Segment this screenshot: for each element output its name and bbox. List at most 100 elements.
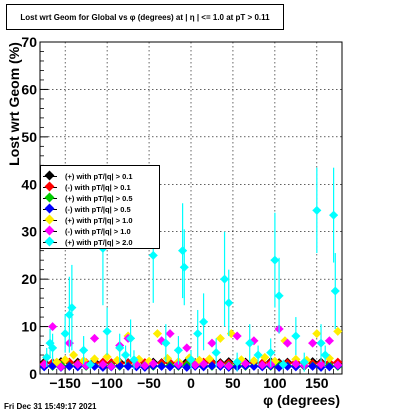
data-point — [60, 329, 70, 339]
data-point — [274, 291, 284, 301]
data-point — [312, 329, 322, 339]
series-group — [39, 322, 343, 372]
data-point — [312, 205, 322, 215]
data-point — [193, 329, 203, 339]
data-point — [42, 352, 52, 362]
data-point — [204, 354, 214, 364]
data-point — [190, 360, 200, 370]
data-point — [316, 360, 326, 370]
y-tick-label: 30 — [21, 224, 37, 240]
data-point — [73, 360, 83, 370]
legend-label: (+) with pT/|q| > 0.1 — [65, 171, 133, 181]
data-point — [199, 317, 209, 327]
x-tick-label: 100 — [263, 375, 287, 391]
data-point — [308, 338, 318, 348]
x-tick-label: 150 — [305, 375, 329, 391]
data-point — [48, 343, 58, 353]
data-point — [249, 361, 259, 371]
x-tick-label: 50 — [225, 375, 241, 391]
data-point — [161, 338, 171, 348]
x-tick-label: −50 — [137, 375, 161, 391]
data-point — [67, 303, 77, 313]
data-point — [291, 354, 301, 364]
data-point — [106, 361, 116, 371]
data-point — [215, 333, 225, 343]
data-point — [260, 352, 270, 362]
data-point — [316, 338, 326, 348]
data-point — [224, 298, 234, 308]
legend-marker — [41, 192, 59, 204]
data-point — [308, 361, 318, 371]
data-point — [329, 210, 339, 220]
data-point — [232, 357, 242, 367]
data-point — [333, 326, 343, 336]
data-point — [79, 345, 89, 355]
data-point — [64, 361, 74, 371]
data-point — [291, 359, 301, 369]
data-point — [173, 345, 183, 355]
data-point — [90, 354, 100, 364]
data-point — [115, 343, 125, 353]
data-point — [278, 360, 288, 370]
data-point — [320, 350, 330, 360]
axes: 0 10 20 30 40 50 60 70 −150 −100 −50 0 50 100 150 — [21, 34, 335, 391]
data-point — [232, 331, 242, 341]
legend-label: (-) with pT/|q| > 0.1 — [65, 182, 131, 192]
legend-label: (+) with pT/|q| > 2.0 — [65, 237, 133, 247]
legend: (+) with pT/|q| > 0.1 (-) with pT/|q| > 0… — [40, 165, 160, 249]
chart-title-box: Lost wrt Geom for Global vs φ (degrees) … — [6, 4, 284, 30]
legend-label: (+) with pT/|q| > 1.0 — [65, 215, 133, 225]
data-point — [56, 362, 66, 372]
data-point — [330, 286, 340, 296]
data-point — [90, 333, 100, 343]
data-point — [121, 350, 131, 360]
legend-marker — [41, 225, 59, 237]
data-marks — [39, 167, 343, 372]
data-point — [207, 361, 217, 371]
data-point — [241, 359, 251, 369]
data-point — [165, 329, 175, 339]
data-point — [333, 360, 343, 370]
data-point — [299, 357, 309, 367]
data-point — [215, 360, 225, 370]
legend-marker — [41, 181, 59, 193]
x-tick-label: −150 — [49, 375, 81, 391]
x-axis-label: φ (degrees) — [263, 392, 340, 408]
legend-marker — [41, 214, 59, 226]
data-point — [126, 333, 136, 343]
data-point — [207, 338, 217, 348]
data-point — [324, 336, 334, 346]
data-point — [165, 362, 175, 372]
data-point — [182, 362, 192, 372]
data-point — [98, 360, 108, 370]
data-point — [102, 326, 112, 336]
y-tick-label: 50 — [21, 129, 37, 145]
data-point — [148, 250, 158, 260]
legend-marker — [41, 203, 59, 215]
data-point — [64, 310, 74, 320]
legend-entry: (+) with pT/|q| > 2.0 — [41, 236, 133, 248]
legend-label: (+) with pT/|q| > 0.5 — [65, 193, 133, 203]
legend-entry: (+) with pT/|q| > 0.5 — [41, 192, 133, 204]
legend-marker — [41, 170, 59, 182]
data-point — [282, 338, 292, 348]
y-tick-label: 20 — [21, 271, 37, 287]
y-tick-label: 60 — [21, 81, 37, 97]
y-tick-label: 10 — [21, 319, 37, 335]
data-point — [245, 338, 255, 348]
x-tick-label: −100 — [91, 375, 123, 391]
legend-entry: (-) with pT/|q| > 1.0 — [41, 225, 131, 237]
data-point — [324, 362, 334, 372]
y-tick-label: 0 — [29, 366, 37, 382]
data-point — [129, 355, 139, 365]
data-point — [199, 359, 209, 369]
data-point — [270, 255, 280, 265]
data-point — [249, 356, 259, 366]
data-point — [102, 352, 112, 362]
data-point — [211, 348, 221, 358]
data-point — [257, 360, 267, 370]
data-point — [152, 329, 162, 339]
series-group — [42, 167, 340, 372]
data-point — [148, 359, 158, 369]
